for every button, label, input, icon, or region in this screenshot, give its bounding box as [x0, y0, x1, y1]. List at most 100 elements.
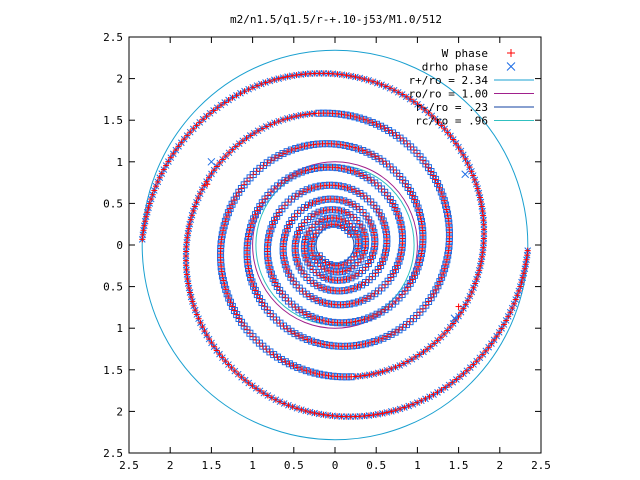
w-phase-point — [473, 358, 480, 365]
w-phase-point — [441, 125, 448, 132]
w-phase-point — [377, 262, 384, 269]
w-phase-point — [276, 209, 283, 216]
w-phase-point — [314, 282, 321, 289]
w-phase-point — [320, 317, 327, 324]
w-phase-point — [246, 270, 253, 277]
w-phase-point — [434, 282, 441, 289]
w-phase-point — [361, 76, 368, 83]
w-phase-point — [391, 204, 398, 211]
w-phase-point — [312, 315, 319, 322]
w-phase-point — [323, 286, 330, 293]
w-phase-point — [324, 215, 331, 222]
w-phase-point — [358, 341, 365, 348]
w-phase-point — [436, 278, 443, 285]
w-phase-point — [361, 316, 368, 323]
y-tick-label: 1.5 — [103, 114, 123, 127]
w-phase-point — [460, 370, 467, 377]
w-phase-point — [341, 287, 348, 294]
w-phase-point — [361, 372, 368, 379]
w-phase-point — [281, 257, 288, 264]
w-phase-point — [439, 193, 446, 200]
w-phase-point — [307, 293, 314, 300]
w-phase-point — [301, 250, 308, 257]
w-phase-point — [478, 203, 485, 210]
w-phase-point — [415, 263, 422, 270]
w-phase-point — [315, 297, 322, 304]
w-phase-point — [148, 196, 155, 203]
w-phase-point — [414, 101, 421, 108]
w-phase-point — [320, 207, 327, 214]
legend-label: ro/ro = 1.00 — [409, 88, 488, 101]
w-phase-point — [306, 110, 313, 117]
w-phase-point — [190, 207, 197, 214]
w-phase-point — [187, 216, 194, 223]
w-phase-point — [229, 201, 236, 208]
w-phase-point — [374, 411, 381, 418]
w-phase-point — [356, 190, 363, 197]
w-phase-point — [434, 180, 441, 187]
w-phase-point — [463, 367, 470, 374]
w-phase-point — [455, 303, 462, 310]
w-phase-point — [450, 320, 457, 327]
w-phase-point — [340, 261, 347, 268]
w-phase-point — [365, 77, 372, 84]
w-phase-point — [321, 274, 328, 281]
w-phase-point — [304, 186, 311, 193]
w-phase-point — [266, 78, 273, 85]
w-phase-point — [360, 172, 367, 179]
w-phase-point — [189, 212, 196, 219]
axis-ticks: 2.5 2 1.5 1 0.5 0 0.5 1 1.5 2 2.52.521.510.500.511… — [103, 31, 551, 472]
w-phase-point — [294, 258, 301, 265]
w-phase-point — [432, 115, 439, 122]
y-tick-label: 2 — [116, 405, 123, 418]
w-phase-point — [223, 213, 230, 220]
w-phase-point — [233, 311, 240, 318]
w-phase-point — [377, 123, 384, 130]
w-phase-point — [186, 221, 193, 228]
w-phase-point — [367, 220, 374, 227]
w-phase-point — [214, 104, 221, 111]
w-phase-point — [278, 356, 285, 363]
w-phase-point — [256, 295, 263, 302]
w-phase-point — [189, 298, 196, 305]
x-tick-label: 2.5 — [119, 459, 139, 472]
w-phase-point — [375, 369, 382, 376]
w-phase-point — [269, 221, 276, 228]
w-phase-point — [316, 371, 323, 378]
w-phase-point — [420, 348, 427, 355]
w-phase-point — [274, 354, 281, 361]
w-phase-point — [389, 200, 396, 207]
w-phase-point — [374, 311, 381, 318]
w-phase-point — [478, 258, 485, 265]
w-phase-point — [352, 73, 359, 80]
w-phase-point — [470, 361, 477, 368]
w-phase-point — [268, 271, 275, 278]
w-phase-point — [143, 213, 150, 220]
w-phase-point — [407, 188, 414, 195]
w-phase-point — [381, 222, 388, 229]
w-phase-point — [374, 80, 381, 87]
w-phase-point — [213, 163, 220, 170]
w-phase-point — [225, 209, 232, 216]
w-phase-point — [248, 220, 255, 227]
w-phase-point — [322, 196, 329, 203]
w-phase-point — [231, 307, 238, 314]
w-phase-point — [282, 229, 289, 236]
w-phase-point — [411, 272, 418, 279]
w-phase-point — [301, 143, 308, 150]
w-phase-point — [297, 112, 304, 119]
w-phase-point — [249, 382, 256, 389]
w-phase-point — [312, 339, 319, 346]
w-phase-point — [523, 256, 530, 263]
w-phase-point — [456, 373, 463, 380]
y-tick-label: 0.5 — [103, 197, 123, 210]
w-phase-point — [378, 309, 385, 316]
w-phase-point — [370, 411, 377, 418]
w-phase-point — [323, 300, 330, 307]
w-phase-point — [231, 197, 238, 204]
w-phase-point — [226, 149, 233, 156]
w-phase-point — [416, 209, 423, 216]
w-phase-point — [256, 203, 263, 210]
w-phase-point — [207, 110, 214, 117]
w-phase-point — [308, 338, 315, 345]
